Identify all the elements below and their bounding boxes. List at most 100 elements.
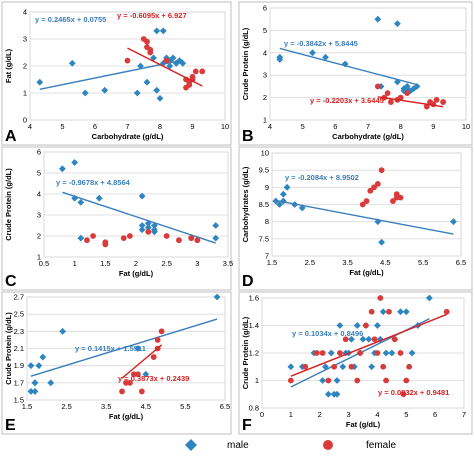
panel-letter: E xyxy=(5,417,16,434)
data-point-female xyxy=(403,377,410,384)
data-point-male xyxy=(36,78,44,86)
data-point-male xyxy=(378,238,386,246)
data-point-female xyxy=(287,377,294,384)
y-tick-label: 1 xyxy=(263,116,267,125)
data-point-female xyxy=(302,363,309,370)
data-point-female xyxy=(397,350,404,356)
x-tick-label: 5 xyxy=(404,410,408,419)
y-tick-label: 1.5 xyxy=(14,396,24,405)
data-point-female xyxy=(120,235,127,242)
y-tick-label: 2.7 xyxy=(14,293,24,302)
y-tick-label: 0 xyxy=(23,116,27,125)
x-tick-label: 5 xyxy=(301,122,305,131)
data-point-male xyxy=(376,335,384,343)
y-tick-label: 7 xyxy=(265,252,269,261)
series-female xyxy=(84,228,201,248)
x-tick-label: 9 xyxy=(190,122,194,131)
data-point-male xyxy=(213,293,221,301)
y-axis-title: Carbohydrates (g/dL) xyxy=(241,166,250,242)
data-point-female xyxy=(126,233,133,239)
x-tick-label: 6.5 xyxy=(220,402,230,411)
data-point-male xyxy=(134,345,142,352)
data-point-female xyxy=(337,350,343,356)
x-tick-label: 5.5 xyxy=(180,402,190,411)
data-point-female xyxy=(348,363,355,370)
legend-male-diamond xyxy=(185,439,197,451)
y-tick-label: 2 xyxy=(37,232,41,241)
data-point-male xyxy=(47,379,55,387)
legend-female-label: female xyxy=(366,440,397,451)
data-point-female xyxy=(124,57,131,64)
y-axis-title: Crude Protein (g/dL) xyxy=(4,312,13,385)
data-point-male xyxy=(374,15,382,23)
x-tick-label: 7 xyxy=(125,122,129,131)
legend-female-circle xyxy=(323,440,333,450)
data-point-female xyxy=(374,83,381,90)
data-point-male xyxy=(35,362,43,370)
data-point-male xyxy=(322,53,329,61)
y-tick-label: 9.5 xyxy=(259,166,269,175)
panel-frame xyxy=(1,291,232,435)
legend-male-marker xyxy=(185,439,197,451)
data-point-male xyxy=(336,322,344,329)
data-point-female xyxy=(147,46,154,53)
data-point-male xyxy=(397,308,404,316)
panel-frame xyxy=(1,146,232,291)
trendline-equation-female: y = -0.2203x + 3.6445 xyxy=(310,96,384,105)
data-point-male xyxy=(101,86,109,94)
trendline-female xyxy=(127,47,203,87)
data-point-male xyxy=(379,308,387,316)
y-tick-label: 6 xyxy=(37,148,41,157)
data-point-male xyxy=(377,83,385,90)
data-point-female xyxy=(433,96,440,103)
data-point-female xyxy=(362,322,369,329)
data-point-male xyxy=(333,377,341,384)
data-point-male xyxy=(39,353,47,361)
y-tick-label: 1 xyxy=(37,253,41,262)
data-point-male xyxy=(77,234,85,242)
x-tick-label: 6 xyxy=(93,122,97,131)
y-tick-label: 0.8 xyxy=(249,404,259,413)
data-point-female xyxy=(359,201,366,208)
x-tick-label: 10 xyxy=(221,122,229,131)
data-point-female xyxy=(371,184,377,191)
data-point-female xyxy=(393,191,400,198)
data-point-female xyxy=(387,99,394,105)
series-female xyxy=(287,295,450,398)
plot-area-border xyxy=(271,152,462,257)
x-tick-label: 2 xyxy=(134,259,138,268)
series-male xyxy=(27,293,221,395)
data-point-female xyxy=(374,181,381,187)
data-point-male xyxy=(153,86,161,94)
y-tick-label: 10 xyxy=(261,149,269,158)
panel-frame xyxy=(238,1,473,146)
series-female xyxy=(124,36,206,91)
plot-area-border xyxy=(43,151,229,258)
data-point-male xyxy=(322,363,329,371)
panel-d: 7 7.5 8 8.5 9 9.5 10 1.5 2.5 3.5 4.5 5.5 6.5 Fat (g/d… xyxy=(238,146,473,291)
data-point-female xyxy=(154,337,161,343)
y-axis-title: Crude Protein (g/dL) xyxy=(4,168,13,241)
x-tick-label: 4 xyxy=(268,122,272,131)
data-point-male xyxy=(276,56,284,63)
y-tick-label: 4 xyxy=(23,8,27,17)
data-point-female xyxy=(363,198,370,204)
data-point-male xyxy=(172,59,180,67)
data-point-male xyxy=(142,370,150,378)
trendline-female xyxy=(121,344,163,379)
trendline-equation-male: y = 0.1034x + 0.8496 xyxy=(292,329,363,338)
data-point-female xyxy=(188,235,195,242)
trendline-equation-male: y = -0.2084x + 8.9502 xyxy=(285,173,359,182)
data-point-female xyxy=(144,38,150,45)
data-point-female xyxy=(367,187,374,194)
x-axis-title: Fat (g/dL) xyxy=(349,268,384,277)
data-point-male xyxy=(394,20,401,28)
y-tick-label: 2.5 xyxy=(14,310,24,319)
y-tick-label: 6 xyxy=(263,4,267,13)
panel-f: 0.8 1 1.2 1.4 1.6 0 1 2 3 4 5 6 7 Fat (g/dL) Crude Pro… xyxy=(238,291,473,435)
data-point-male xyxy=(77,199,85,206)
plot-area-border xyxy=(269,7,467,121)
data-point-male xyxy=(327,349,335,357)
legend-female-marker xyxy=(323,440,333,450)
x-tick-label: 3.5 xyxy=(101,402,111,411)
